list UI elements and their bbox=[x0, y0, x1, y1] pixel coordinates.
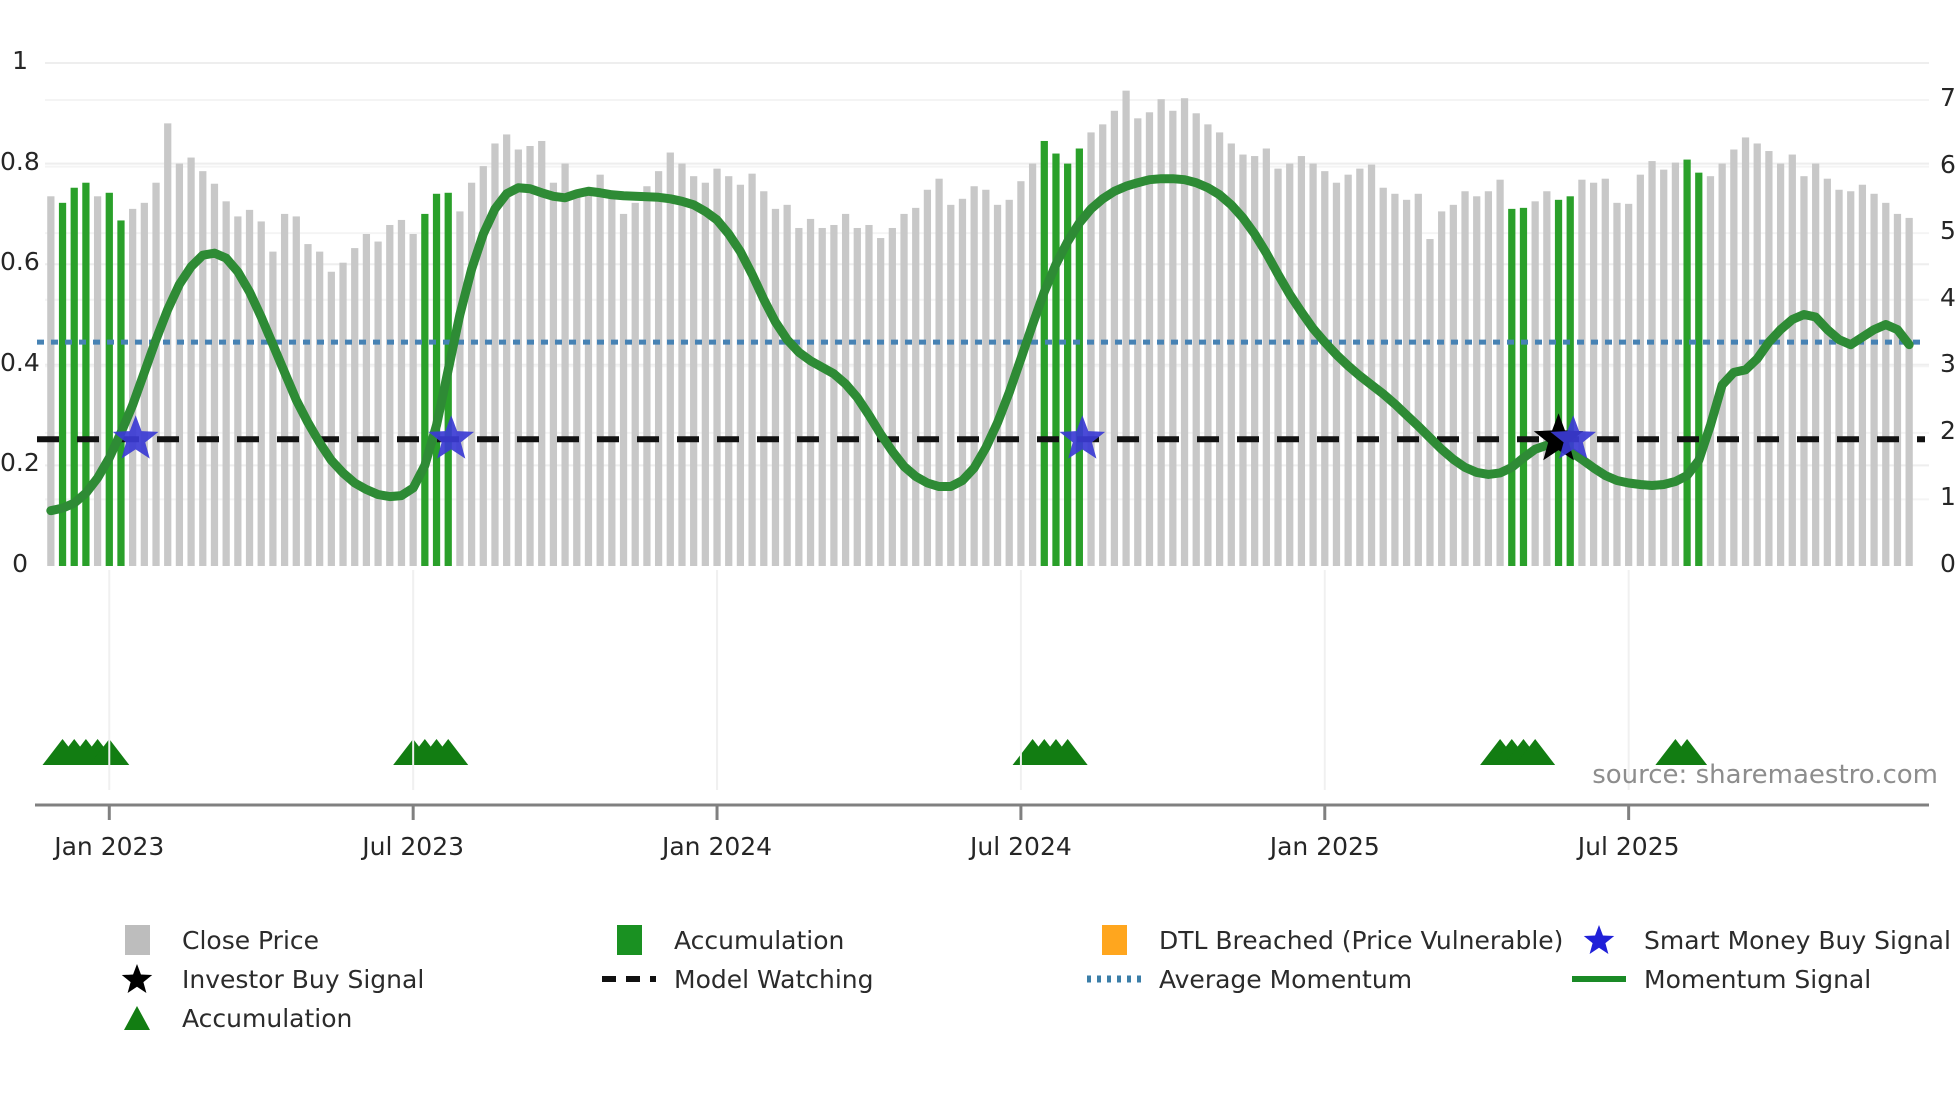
close-price-bars bbox=[47, 90, 1913, 567]
legend-item-label: Model Watching bbox=[674, 964, 874, 994]
x-axis-tick: Jan 2023 bbox=[54, 832, 165, 861]
legend-item[interactable]: Model Watching bbox=[600, 964, 874, 994]
green-square-icon bbox=[600, 925, 658, 955]
grey-square-icon bbox=[108, 925, 166, 955]
smart-money-buy-signal-marker bbox=[112, 415, 159, 459]
y-axis-left-tick: 1 bbox=[12, 46, 28, 75]
x-axis-tick: Jan 2024 bbox=[661, 832, 773, 861]
y-axis-left-tick: 0 bbox=[12, 549, 28, 578]
dashed-line-icon bbox=[600, 974, 658, 984]
y-axis-right-tick: 1 bbox=[1940, 482, 1956, 512]
legend-item[interactable]: Investor Buy Signal bbox=[108, 964, 424, 994]
legend-item-label: Accumulation bbox=[674, 925, 845, 955]
x-axis-tick: Jul 2025 bbox=[1577, 832, 1680, 861]
legend-item-label: Average Momentum bbox=[1159, 964, 1413, 994]
y-axis-right-tick: 4 bbox=[1940, 282, 1956, 312]
solid-line-icon bbox=[1570, 974, 1628, 984]
y-axis-right-tick: 3 bbox=[1940, 349, 1956, 379]
legend-item-label: Momentum Signal bbox=[1644, 964, 1872, 994]
y-axis-right-tick: 5 bbox=[1940, 216, 1956, 246]
dotted-line-icon bbox=[1085, 974, 1143, 984]
y-axis-right-tick: 0 bbox=[1940, 549, 1956, 578]
momentum-signal-line bbox=[46, 174, 1914, 516]
green-triangle-icon bbox=[108, 1004, 166, 1032]
legend-item[interactable]: Smart Money Buy Signal bbox=[1570, 925, 1951, 955]
legend-item[interactable]: Accumulation bbox=[108, 1003, 352, 1033]
y-axis-left-tick: 0.2 bbox=[0, 448, 40, 478]
accumulation-triangle-markers bbox=[42, 739, 1708, 765]
black-star-icon bbox=[108, 962, 166, 996]
legend-item-label: Close Price bbox=[182, 925, 320, 955]
blue-star-icon bbox=[1570, 923, 1628, 957]
legend-item[interactable]: DTL Breached (Price Vulnerable) bbox=[1085, 925, 1563, 955]
smart-money-buy-signal-marker bbox=[1550, 415, 1597, 459]
legend-item[interactable]: Momentum Signal bbox=[1570, 964, 1871, 994]
legend-item[interactable]: Average Momentum bbox=[1085, 964, 1412, 994]
y-axis-right-tick: 6 bbox=[1940, 149, 1956, 179]
legend-item-label: DTL Breached (Price Vulnerable) bbox=[1159, 925, 1564, 955]
y-axis-left-tick: 0.4 bbox=[0, 347, 40, 377]
source-attribution: source: sharemaestro.com bbox=[1592, 760, 1938, 790]
orange-square-icon bbox=[1085, 925, 1143, 955]
legend-item-label: Smart Money Buy Signal bbox=[1644, 925, 1951, 955]
y-axis-left-tick: 0.6 bbox=[0, 247, 40, 277]
legend-item[interactable]: Close Price bbox=[108, 925, 319, 955]
smart-money-buy-signal-marker bbox=[1059, 415, 1106, 459]
legend-item-label: Accumulation bbox=[182, 1003, 353, 1033]
chart-legend: Close Price Accumulation DTL Breached (Pri… bbox=[0, 925, 1960, 1085]
smart-money-buy-signal-marker bbox=[428, 415, 475, 459]
legend-item-label: Investor Buy Signal bbox=[182, 964, 425, 994]
x-axis-tick: Jul 2024 bbox=[970, 832, 1072, 861]
y-axis-left-tick: 0.8 bbox=[0, 146, 40, 176]
y-axis-right-tick: 2 bbox=[1940, 415, 1956, 445]
x-axis-tick: Jan 2025 bbox=[1269, 832, 1380, 861]
y-axis-right-tick: 7 bbox=[1940, 83, 1956, 112]
legend-item[interactable]: Accumulation bbox=[600, 925, 844, 955]
x-axis-tick: Jul 2023 bbox=[362, 832, 465, 861]
